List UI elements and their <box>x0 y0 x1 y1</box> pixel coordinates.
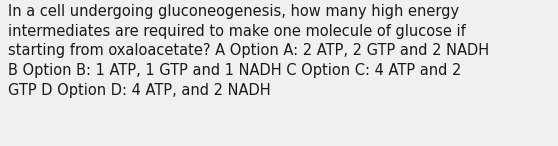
Text: In a cell undergoing gluconeogenesis, how many high energy
intermediates are req: In a cell undergoing gluconeogenesis, ho… <box>8 4 489 98</box>
